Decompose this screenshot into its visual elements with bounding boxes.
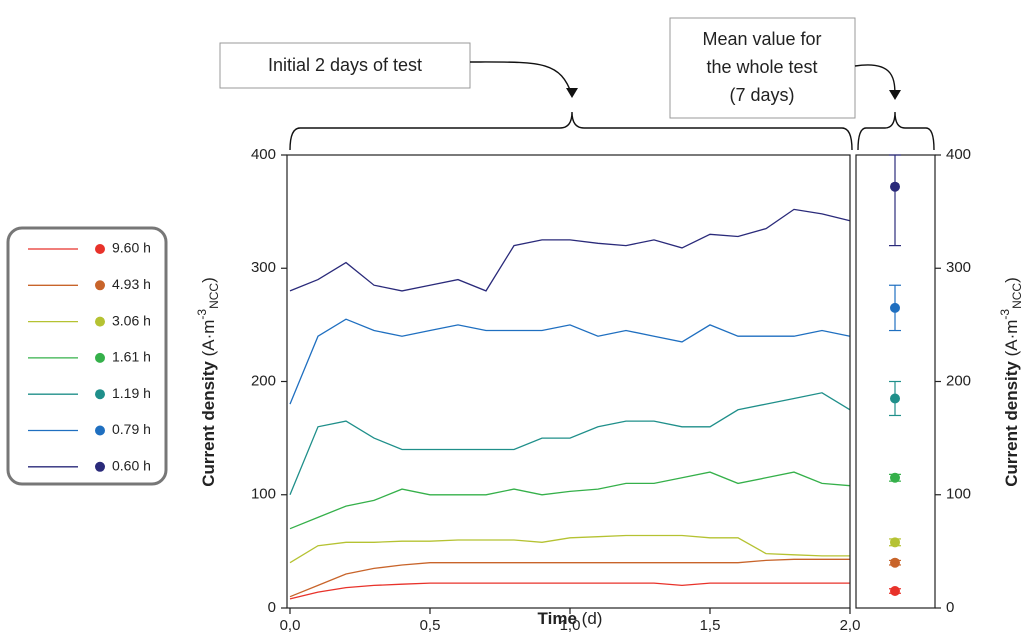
arrow — [469, 61, 573, 96]
arrow-head — [889, 90, 901, 100]
mean-point — [890, 472, 900, 483]
mean-point — [890, 302, 900, 313]
y-tick-label: 300 — [251, 259, 276, 276]
legend-dot — [95, 352, 105, 363]
plot-frame — [286, 154, 851, 609]
y2-tick-label: 0 — [946, 599, 954, 616]
annotation-box — [219, 42, 471, 89]
y-tick-label: 200 — [251, 372, 276, 389]
legend-label: 4.93 h — [112, 276, 151, 292]
plot-area — [289, 208, 851, 600]
series-line — [289, 392, 851, 496]
legend-dot — [95, 461, 105, 472]
legend-dot — [95, 389, 105, 400]
x-tick-label: 2,0 — [840, 617, 861, 634]
y-tick-label: 400 — [251, 146, 276, 163]
arrow-head — [566, 88, 578, 98]
mean-point — [890, 393, 900, 404]
mean-point — [890, 557, 900, 568]
legend-label: 1.61 h — [112, 349, 151, 365]
annotation: Mean value for — [702, 29, 821, 49]
legend-dot — [95, 316, 105, 327]
mean-point — [890, 181, 900, 192]
legend-label: 3.06 h — [112, 312, 151, 328]
mean-point — [890, 537, 900, 548]
legend-dot — [95, 280, 105, 291]
mean-point — [890, 586, 900, 597]
series-line — [289, 471, 851, 530]
y-tick-label: 0 — [268, 599, 276, 616]
annotation: the whole test — [706, 57, 817, 77]
series-line — [289, 582, 850, 600]
y2-tick-label: 300 — [946, 259, 971, 276]
arrow — [854, 64, 896, 99]
y2-tick-label: 100 — [946, 486, 971, 503]
x-tick-label: 1,0 — [560, 617, 581, 634]
legend-label: 1.19 h — [112, 385, 151, 401]
y2-axis-label: Current density (A·m-3NCC) — [998, 277, 1024, 487]
annotation: (7 days) — [729, 85, 794, 105]
legend-label: 0.60 h — [112, 458, 151, 474]
x-tick-label: 1,5 — [700, 617, 721, 634]
series-line — [289, 208, 851, 292]
y-axis-label: Current density (A·m-3NCC) — [195, 277, 221, 487]
series-line — [289, 534, 850, 564]
y2-tick-label: 400 — [946, 146, 971, 163]
annotation: Initial 2 days of test — [268, 55, 422, 75]
series-line — [289, 318, 851, 405]
brace — [289, 111, 853, 151]
y2-tick-label: 200 — [946, 372, 971, 389]
x-axis-label: Time (d) — [538, 609, 603, 628]
series-line — [289, 558, 850, 598]
legend-dot — [95, 244, 105, 254]
legend — [6, 226, 168, 486]
legend-dot — [95, 425, 105, 436]
legend-label: 9.60 h — [112, 240, 151, 256]
annotation-box — [669, 17, 856, 119]
legend-label: 0.79 h — [112, 421, 151, 437]
brace — [857, 111, 935, 151]
y-tick-label: 100 — [251, 486, 276, 503]
x-tick-label: 0,5 — [420, 617, 441, 634]
x-tick-label: 0,0 — [280, 617, 301, 634]
